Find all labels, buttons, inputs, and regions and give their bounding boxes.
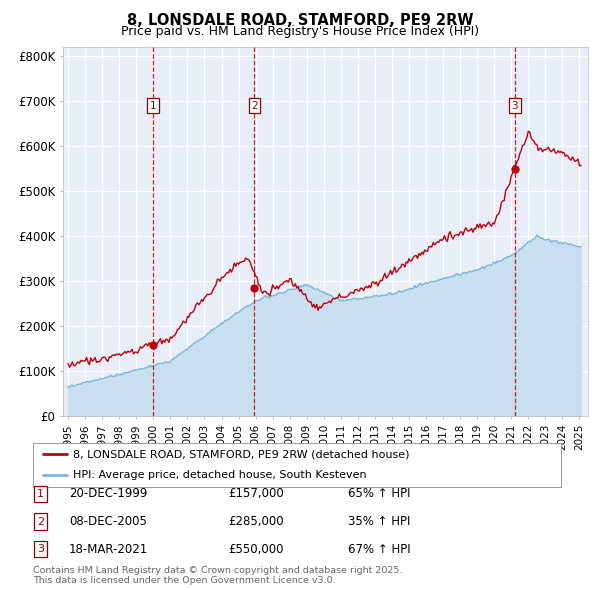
Text: 67% ↑ HPI: 67% ↑ HPI	[348, 543, 410, 556]
Text: 65% ↑ HPI: 65% ↑ HPI	[348, 487, 410, 500]
Text: 18-MAR-2021: 18-MAR-2021	[69, 543, 148, 556]
Text: 8, LONSDALE ROAD, STAMFORD, PE9 2RW (detached house): 8, LONSDALE ROAD, STAMFORD, PE9 2RW (det…	[73, 450, 409, 460]
Text: 2: 2	[37, 517, 44, 526]
Text: 2: 2	[251, 101, 258, 111]
Text: 1: 1	[150, 101, 157, 111]
Text: 08-DEC-2005: 08-DEC-2005	[69, 515, 147, 528]
Text: £550,000: £550,000	[228, 543, 284, 556]
Text: 3: 3	[512, 101, 518, 111]
Text: £157,000: £157,000	[228, 487, 284, 500]
Text: 1: 1	[37, 489, 44, 499]
Text: 35% ↑ HPI: 35% ↑ HPI	[348, 515, 410, 528]
Text: Contains HM Land Registry data © Crown copyright and database right 2025.
This d: Contains HM Land Registry data © Crown c…	[33, 566, 403, 585]
Text: HPI: Average price, detached house, South Kesteven: HPI: Average price, detached house, Sout…	[73, 470, 366, 480]
Text: 8, LONSDALE ROAD, STAMFORD, PE9 2RW: 8, LONSDALE ROAD, STAMFORD, PE9 2RW	[127, 13, 473, 28]
Text: Price paid vs. HM Land Registry's House Price Index (HPI): Price paid vs. HM Land Registry's House …	[121, 25, 479, 38]
Text: £285,000: £285,000	[228, 515, 284, 528]
Text: 20-DEC-1999: 20-DEC-1999	[69, 487, 148, 500]
Text: 3: 3	[37, 545, 44, 554]
